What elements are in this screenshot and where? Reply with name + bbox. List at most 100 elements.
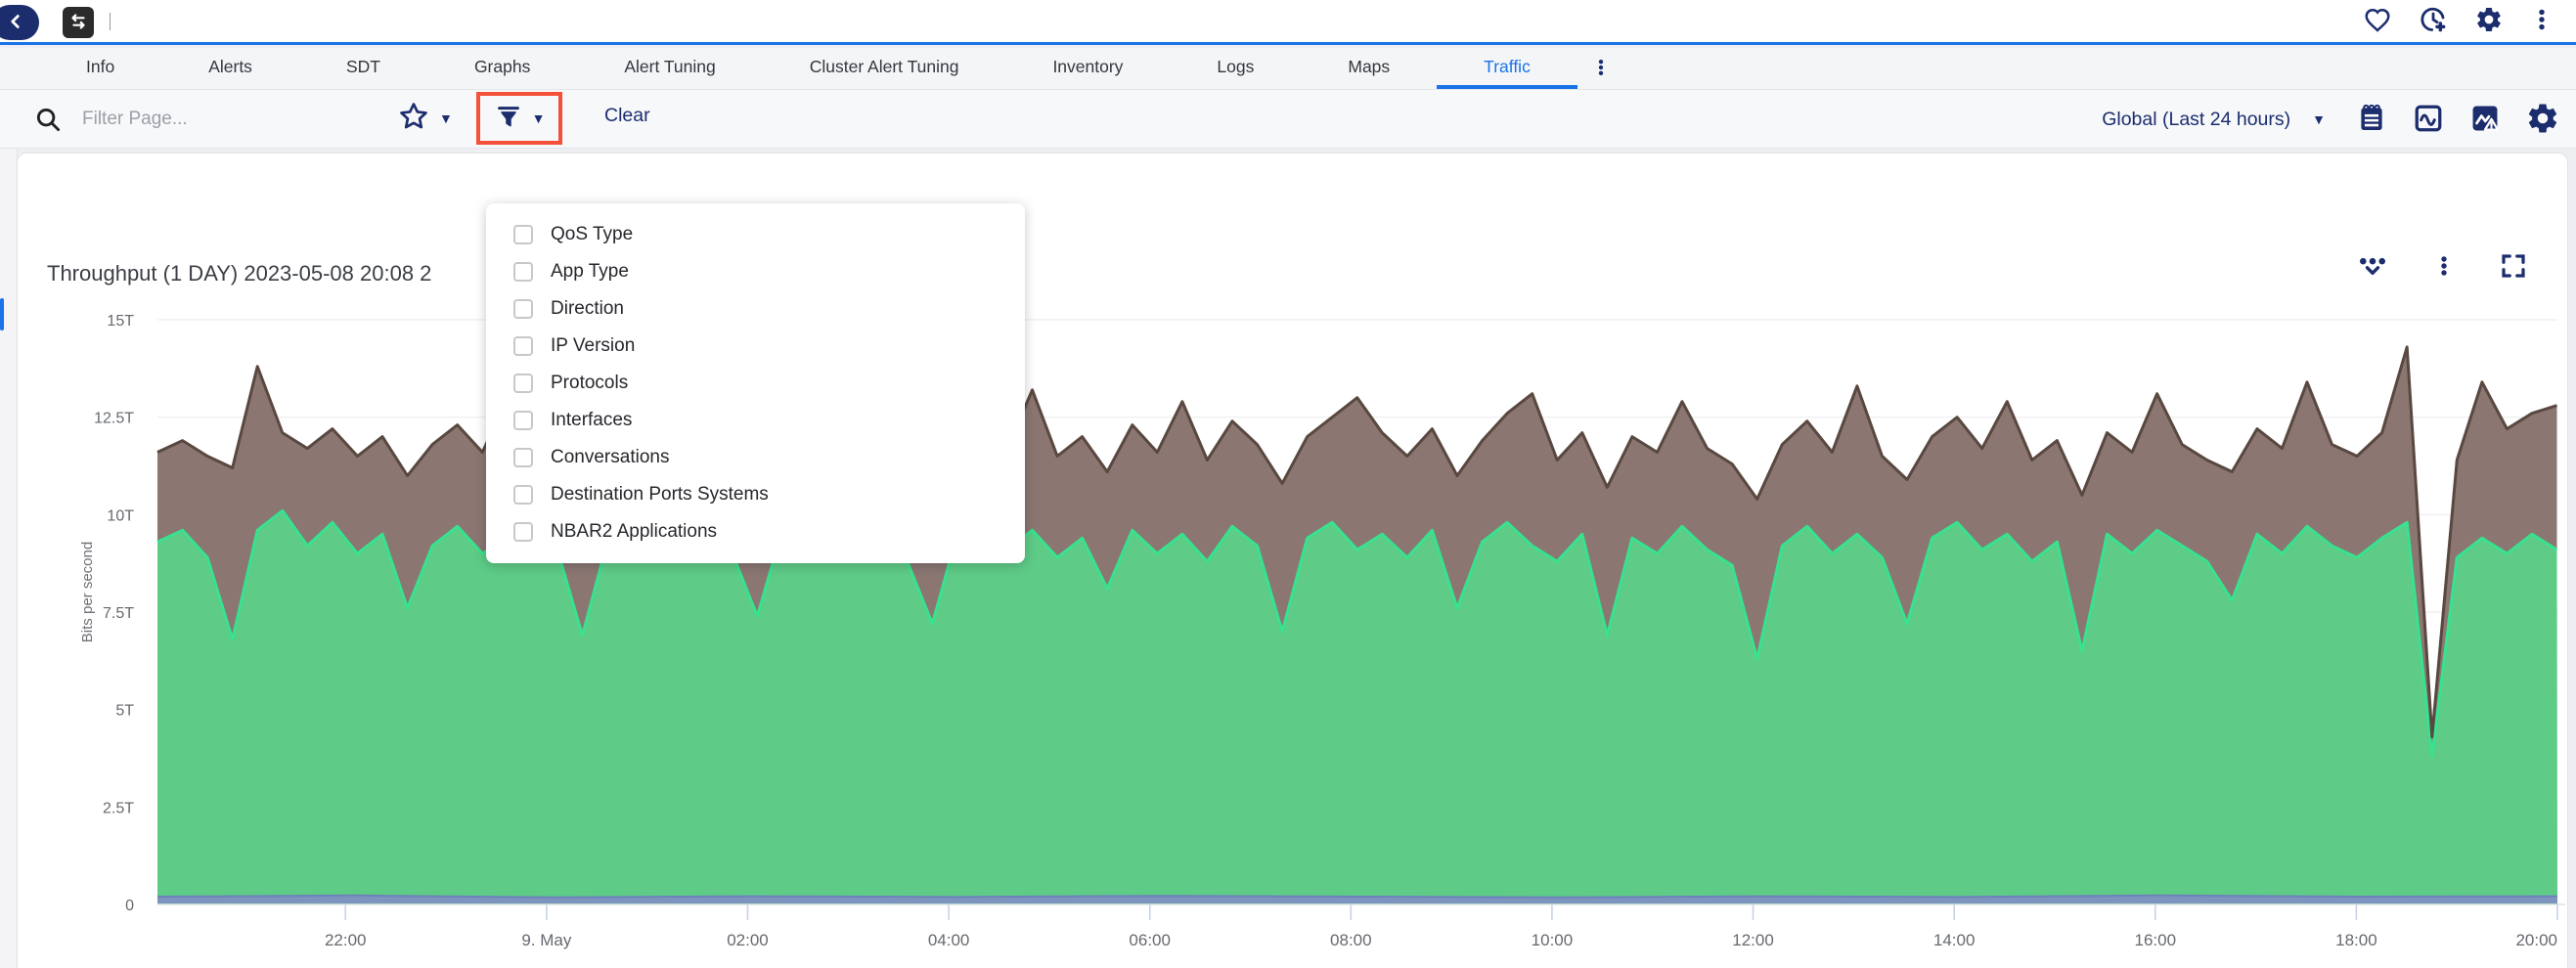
checkbox-icon[interactable] <box>513 485 533 505</box>
throughput-chart-card: Throughput (1 DAY) 2023-05-08 20:08 2 <box>17 153 2568 968</box>
filter-menu-item-interfaces[interactable]: Interfaces <box>486 402 1025 439</box>
x-tick-label: 02:00 <box>727 931 769 949</box>
y-tick-label: 12.5T <box>94 411 134 427</box>
page-content: Throughput (1 DAY) 2023-05-08 20:08 2 <box>0 149 2576 968</box>
filter-menu-item-label: Conversations <box>551 447 670 467</box>
tab-bar: Info Alerts SDT Graphs Alert Tuning Cluster A… <box>0 48 2576 90</box>
tab-alert-tuning[interactable]: Alert Tuning <box>577 48 762 89</box>
chart-more-button[interactable] <box>2432 251 2456 284</box>
tab-logs[interactable]: Logs <box>1170 48 1301 89</box>
chevron-down-icon: ▼ <box>531 110 546 126</box>
chevron-down-icon: ▼ <box>2312 111 2326 127</box>
checkbox-icon[interactable] <box>513 411 533 430</box>
filter-menu-item-protocols[interactable]: Protocols <box>486 365 1025 402</box>
x-tick-label: 12:00 <box>1732 931 1774 949</box>
scroll-indicator[interactable] <box>0 298 4 330</box>
checkbox-icon[interactable] <box>513 225 533 244</box>
traffic-swap-button[interactable] <box>63 7 94 38</box>
filter-menu-item-label: Destination Ports Systems <box>551 484 769 505</box>
filter-menu-item-label: IP Version <box>551 335 636 356</box>
filter-menu-item-direction[interactable]: Direction <box>486 290 1025 328</box>
checkbox-icon[interactable] <box>513 299 533 319</box>
tab-overflow-button[interactable] <box>1591 56 1611 82</box>
filter-menu-item-label: QoS Type <box>551 224 634 244</box>
filter-menu-item-label: Interfaces <box>551 410 633 430</box>
filter-menu-item-destination-ports-systems[interactable]: Destination Ports Systems <box>486 476 1025 513</box>
x-tick-label: 06:00 <box>1129 931 1171 949</box>
favorites-dropdown-button[interactable]: ▼ <box>397 100 453 136</box>
chart-alert-icon <box>2468 101 2502 139</box>
y-tick-label: 0 <box>125 898 134 914</box>
x-tick-label: 04:00 <box>928 931 970 949</box>
time-range-label: Global (Last 24 hours) <box>2102 108 2291 130</box>
x-tick-label: 16:00 <box>2134 931 2176 949</box>
more-vertical-icon <box>1591 56 1611 82</box>
legend-toggle-button[interactable] <box>2356 251 2389 284</box>
report-button[interactable] <box>2355 101 2388 139</box>
checkbox-icon[interactable] <box>513 448 533 467</box>
fullscreen-button[interactable] <box>2499 251 2528 284</box>
filter-menu-item-label: Direction <box>551 298 624 319</box>
tab-sdt[interactable]: SDT <box>299 48 427 89</box>
legend-dots-chevron-icon <box>2356 251 2389 284</box>
checkbox-icon[interactable] <box>513 262 533 282</box>
fullscreen-expand-icon <box>2499 251 2528 284</box>
settings-gear-icon <box>2525 101 2560 139</box>
checkbox-icon[interactable] <box>513 336 533 356</box>
chart-alert-button[interactable] <box>2468 101 2502 139</box>
star-outline-icon <box>397 100 430 136</box>
y-tick-label: 5T <box>115 703 134 720</box>
tab-graphs[interactable]: Graphs <box>427 48 577 89</box>
x-tick-label: 10:00 <box>1532 931 1574 949</box>
back-arrow-icon <box>5 11 26 35</box>
clear-filters-button[interactable]: Clear <box>599 104 656 128</box>
filter-dropdown-menu: QoS Type App Type Direction IP Version Proto… <box>486 203 1025 563</box>
filter-highlight-box: ▼ <box>476 92 562 145</box>
graph-view-button[interactable] <box>2412 101 2445 139</box>
checkbox-icon[interactable] <box>513 374 533 393</box>
tab-inventory[interactable]: Inventory <box>1005 48 1170 89</box>
settings-gear-icon <box>2474 5 2504 37</box>
x-tick-label: 20:00 <box>2515 931 2557 949</box>
checkbox-icon[interactable] <box>513 522 533 542</box>
filter-dropdown-button[interactable]: ▼ <box>494 102 546 136</box>
tab-alerts[interactable]: Alerts <box>161 48 299 89</box>
filter-menu-item-ip-version[interactable]: IP Version <box>486 328 1025 365</box>
tab-traffic[interactable]: Traffic <box>1437 48 1577 89</box>
left-rail <box>0 149 18 968</box>
area-brown <box>157 346 2557 757</box>
top-header-bar <box>0 0 2576 45</box>
throughput-area-chart[interactable]: 0 2.5T 5T 7.5T 10T 12.5T 15T 22:00 9. May 02:00 04… <box>18 154 2567 968</box>
tab-maps[interactable]: Maps <box>1301 48 1437 89</box>
more-vertical-icon <box>2432 251 2456 284</box>
filter-menu-item-conversations[interactable]: Conversations <box>486 439 1025 476</box>
recent-history-button[interactable] <box>2418 4 2449 38</box>
filter-menu-item-label: NBAR2 Applications <box>551 521 718 542</box>
tab-info[interactable]: Info <box>39 48 161 89</box>
search-icon <box>33 105 63 139</box>
x-tick-label: 14:00 <box>1933 931 1976 949</box>
search-input[interactable] <box>80 102 358 137</box>
y-tick-label: 7.5T <box>103 605 134 622</box>
top-header-actions <box>2363 0 2554 42</box>
y-tick-label: 15T <box>107 313 134 330</box>
area-green <box>157 510 2557 904</box>
favorite-heart-button[interactable] <box>2363 5 2392 37</box>
page-settings-button[interactable] <box>2525 101 2560 139</box>
filter-menu-item-qos-type[interactable]: QoS Type <box>486 216 1025 253</box>
x-tick-label: 08:00 <box>1330 931 1372 949</box>
filter-toolbar-right: Global (Last 24 hours) ▼ <box>2096 90 2560 149</box>
x-tick-label: 18:00 <box>2335 931 2377 949</box>
settings-button[interactable] <box>2474 5 2504 37</box>
time-range-dropdown[interactable]: Global (Last 24 hours) ▼ <box>2096 108 2332 132</box>
back-button[interactable] <box>0 5 39 40</box>
report-notepad-icon <box>2355 101 2388 139</box>
more-menu-button[interactable] <box>2529 5 2554 37</box>
traffic-swap-icon <box>67 11 89 35</box>
filter-menu-item-nbar2-applications[interactable]: NBAR2 Applications <box>486 513 1025 550</box>
filter-menu-item-app-type[interactable]: App Type <box>486 253 1025 290</box>
clock-add-icon <box>2418 4 2449 38</box>
tab-cluster-alert-tuning[interactable]: Cluster Alert Tuning <box>763 48 1006 89</box>
y-tick-label: 10T <box>107 507 134 524</box>
